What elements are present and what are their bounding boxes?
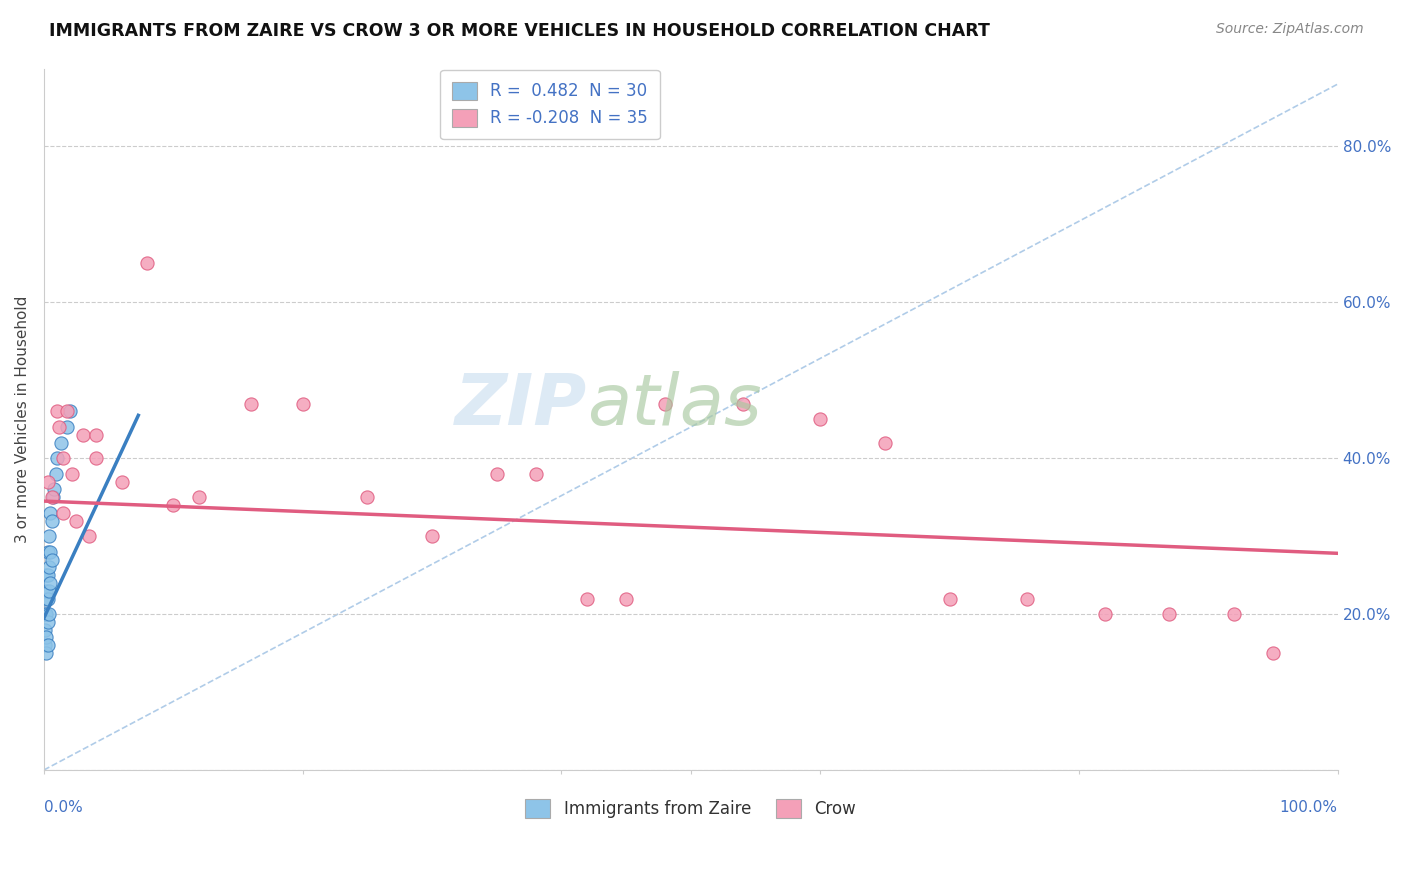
Point — [808, 412, 831, 426]
Point — [162, 498, 184, 512]
Point — [291, 397, 314, 411]
Point — [34, 638, 56, 652]
Point — [356, 490, 378, 504]
Text: 0.0%: 0.0% — [44, 800, 83, 815]
Point — [38, 583, 60, 598]
Point — [34, 591, 56, 606]
Point — [731, 397, 754, 411]
Point — [39, 545, 62, 559]
Point — [52, 451, 75, 466]
Point — [48, 420, 70, 434]
Point — [420, 529, 443, 543]
Point — [239, 397, 262, 411]
Text: 100.0%: 100.0% — [1279, 800, 1337, 815]
Point — [77, 529, 100, 543]
Point — [56, 404, 79, 418]
Point — [34, 623, 56, 637]
Point — [1017, 591, 1039, 606]
Point — [614, 591, 637, 606]
Y-axis label: 3 or more Vehicles in Household: 3 or more Vehicles in Household — [15, 295, 30, 543]
Point — [41, 490, 63, 504]
Point — [576, 591, 599, 606]
Point — [35, 607, 58, 621]
Point — [38, 607, 60, 621]
Point — [35, 583, 58, 598]
Point — [35, 568, 58, 582]
Point — [41, 552, 63, 566]
Point — [1223, 607, 1246, 621]
Point — [34, 607, 56, 621]
Point — [35, 631, 58, 645]
Point — [1094, 607, 1116, 621]
Point — [1159, 607, 1181, 621]
Point — [44, 483, 66, 497]
Point — [188, 490, 211, 504]
Point — [35, 646, 58, 660]
Point — [44, 467, 66, 481]
Text: Source: ZipAtlas.com: Source: ZipAtlas.com — [1216, 22, 1364, 37]
Point — [37, 615, 59, 629]
Point — [524, 467, 547, 481]
Point — [485, 467, 508, 481]
Point — [37, 568, 59, 582]
Point — [59, 404, 82, 418]
Point — [37, 545, 59, 559]
Point — [38, 560, 60, 574]
Legend: Immigrants from Zaire, Crow: Immigrants from Zaire, Crow — [519, 793, 863, 825]
Point — [37, 638, 59, 652]
Point — [65, 514, 87, 528]
Point — [39, 506, 62, 520]
Point — [938, 591, 960, 606]
Point — [38, 529, 60, 543]
Point — [1261, 646, 1284, 660]
Point — [84, 427, 107, 442]
Point — [39, 576, 62, 591]
Point — [49, 435, 72, 450]
Point — [45, 451, 67, 466]
Point — [37, 591, 59, 606]
Text: atlas: atlas — [588, 371, 762, 440]
Point — [110, 475, 132, 489]
Point — [873, 435, 896, 450]
Point — [84, 451, 107, 466]
Point — [60, 467, 83, 481]
Point — [45, 404, 67, 418]
Text: IMMIGRANTS FROM ZAIRE VS CROW 3 OR MORE VEHICLES IN HOUSEHOLD CORRELATION CHART: IMMIGRANTS FROM ZAIRE VS CROW 3 OR MORE … — [49, 22, 990, 40]
Point — [136, 256, 159, 270]
Point — [41, 514, 63, 528]
Point — [52, 506, 75, 520]
Point — [654, 397, 676, 411]
Text: ZIP: ZIP — [456, 371, 588, 440]
Point — [56, 420, 79, 434]
Point — [42, 490, 65, 504]
Point — [72, 427, 94, 442]
Point — [37, 475, 59, 489]
